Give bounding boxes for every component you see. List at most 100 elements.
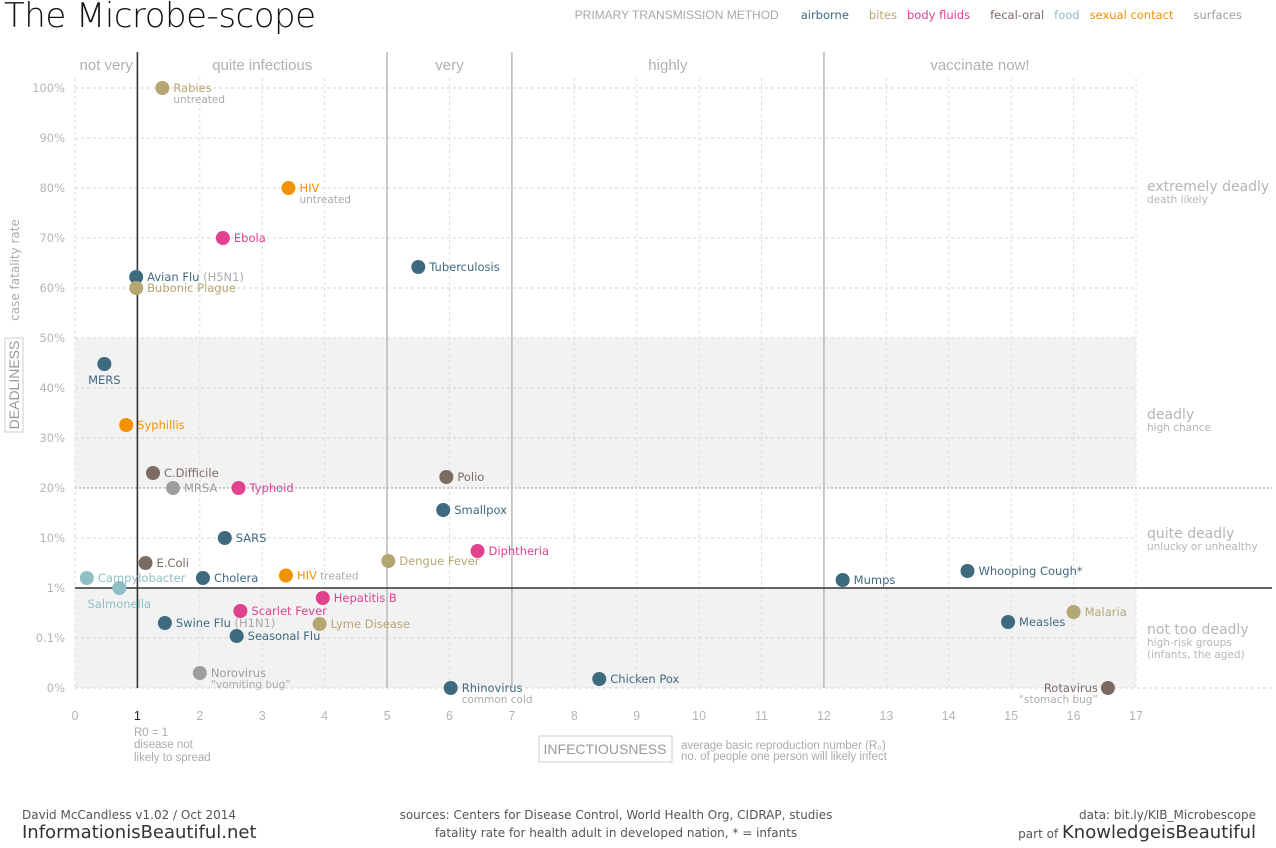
data-point-scarlet-fever[interactable] xyxy=(233,604,248,618)
legend-item-bites: bites xyxy=(868,8,897,22)
y-tick-label: 50% xyxy=(39,331,65,345)
data-point-hiv[interactable] xyxy=(278,568,293,583)
data-point-label: MRSA xyxy=(184,481,217,495)
data-point-sublabel: untreated xyxy=(173,94,225,106)
data-point-rotavirus[interactable] xyxy=(1100,681,1115,695)
data-point-label: Dengue Fever xyxy=(399,554,479,568)
y-tick-label: 100% xyxy=(32,81,65,95)
data-point-mumps[interactable] xyxy=(835,573,850,587)
data-point-label-extra: (H1N1) xyxy=(231,616,276,630)
data-point-label: Rhinovirus xyxy=(462,681,523,695)
data-point-typhoid[interactable] xyxy=(231,481,246,495)
data-point-diphtheria[interactable] xyxy=(470,544,485,558)
data-point-lyme-disease[interactable] xyxy=(312,617,327,631)
data-point-sars[interactable] xyxy=(217,531,232,545)
x-tick-label: 2 xyxy=(196,709,203,723)
x-tick-label: 6 xyxy=(446,709,453,723)
data-point-polio[interactable] xyxy=(439,470,454,484)
r0-note-line2: disease not xyxy=(134,739,194,751)
data-point-swine-flu[interactable] xyxy=(157,616,172,630)
data-point-tuberculosis[interactable] xyxy=(411,260,426,274)
x-tick-label: 17 xyxy=(1129,709,1143,723)
y-tick-label: 0.1% xyxy=(36,631,65,645)
x-tick-label: 14 xyxy=(942,709,956,723)
infectiousness-band-label: not very xyxy=(80,57,134,74)
footer-part-of: part of KnowledgeisBeautiful xyxy=(1018,822,1256,843)
data-point-mrsa[interactable] xyxy=(165,481,180,495)
data-point-label: Ebola xyxy=(234,231,266,245)
data-point-label: Salmonella xyxy=(88,597,152,611)
x-axis-title: INFECTIOUSNESS xyxy=(544,741,667,757)
data-point-rabies[interactable] xyxy=(155,81,170,95)
data-point-c-difficile[interactable] xyxy=(146,466,161,480)
data-point-mers[interactable] xyxy=(97,357,112,371)
data-point-ebola[interactable] xyxy=(215,231,230,245)
deadliness-region-subtitle: (infants, the aged) xyxy=(1147,649,1245,661)
data-point-hiv[interactable] xyxy=(281,181,296,195)
data-point-label: Hepatitis B xyxy=(334,591,397,605)
x-axis-description: average basic reproduction number (R₀) xyxy=(681,740,886,752)
y-tick-label: 10% xyxy=(39,531,65,545)
data-point-malaria[interactable] xyxy=(1066,605,1081,619)
data-point-whooping-cough[interactable] xyxy=(960,564,975,578)
data-point-measles[interactable] xyxy=(1001,615,1016,629)
data-point-label: Whooping Cough* xyxy=(978,564,1082,578)
data-point-label: E.Coli xyxy=(157,556,189,570)
x-axis-title-box xyxy=(538,735,673,763)
x-tick-label: 11 xyxy=(755,709,768,723)
y-tick-label: 20% xyxy=(39,481,65,495)
x-tick-label: 4 xyxy=(321,709,328,723)
footer-data-link[interactable]: data: bit.ly/KIB_Microbescope xyxy=(1079,808,1256,822)
x-tick-label: 1 xyxy=(134,709,141,723)
deadliness-region-subtitle: death likely xyxy=(1147,194,1208,206)
infectiousness-band-label: quite infectious xyxy=(212,57,312,74)
data-point-label: Typhoid xyxy=(249,481,294,495)
data-point-label: Norovirus xyxy=(211,666,266,680)
data-point-salmonella[interactable] xyxy=(112,581,127,595)
data-point-chicken-pox[interactable] xyxy=(592,672,607,686)
data-point-label: C.Difficile xyxy=(164,466,219,480)
footer-author: David McCandless v1.02 / Oct 2014 xyxy=(22,808,236,822)
x-tick-label: 3 xyxy=(259,709,266,723)
data-point-label: Measles xyxy=(1019,615,1065,629)
deadliness-region-subtitle: high-risk groups xyxy=(1147,637,1232,649)
footer-brand-link[interactable]: KnowledgeisBeautiful xyxy=(1062,822,1256,843)
r0-note-line1: R0 = 1 xyxy=(134,727,168,739)
legend-item-fecal-oral: fecal-oral xyxy=(990,8,1045,22)
x-tick-label: 12 xyxy=(817,709,831,723)
data-point-avian-flu[interactable] xyxy=(129,270,144,284)
legend-item-airborne: airborne xyxy=(800,8,849,22)
footer-part-of-label: part of xyxy=(1018,827,1059,841)
y-tick-label: 40% xyxy=(39,381,65,395)
data-point-label: Smallpox xyxy=(454,503,507,517)
data-point-norovirus[interactable] xyxy=(192,666,207,680)
data-point-sublabel: common cold xyxy=(462,694,533,706)
data-point-label: Seasonal Flu xyxy=(248,629,321,643)
r0-note-line3: likely to spread xyxy=(134,752,211,764)
data-point-label: Swine Flu (H1N1) xyxy=(176,616,276,630)
legend-item-body-fluids: body fluids xyxy=(906,8,971,22)
data-point-hepatitis-b[interactable] xyxy=(315,591,330,605)
y-tick-label: 60% xyxy=(39,281,65,295)
data-point-label: Tuberculosis xyxy=(428,260,499,274)
data-point-smallpox[interactable] xyxy=(436,503,451,517)
data-point-campylobacter[interactable] xyxy=(79,571,94,585)
data-point-bubonic-plague[interactable] xyxy=(129,281,144,295)
deadliness-region-subtitle: high chance xyxy=(1147,422,1211,434)
data-point-sublabel: “vomiting bug” xyxy=(211,679,291,691)
data-point-cholera[interactable] xyxy=(195,571,210,585)
data-point-dengue-fever[interactable] xyxy=(381,554,396,568)
data-point-seasonal-flu[interactable] xyxy=(229,629,244,643)
y-tick-label: 70% xyxy=(39,231,65,245)
legend-item-surfaces: surfaces xyxy=(1193,8,1243,22)
x-tick-label: 0 xyxy=(72,709,79,723)
data-point-rhinovirus[interactable] xyxy=(443,681,458,695)
data-point-label: Rotavirus xyxy=(1044,681,1098,695)
data-point-e-coli[interactable] xyxy=(138,556,153,570)
data-point-syphillis[interactable] xyxy=(119,418,134,432)
data-point-label: Syphillis xyxy=(137,418,184,432)
data-point-label-note: treated xyxy=(317,571,359,583)
footer-site-link[interactable]: InformationisBeautiful.net xyxy=(22,822,257,843)
data-point-sublabel: “stomach bug” xyxy=(1019,694,1098,706)
